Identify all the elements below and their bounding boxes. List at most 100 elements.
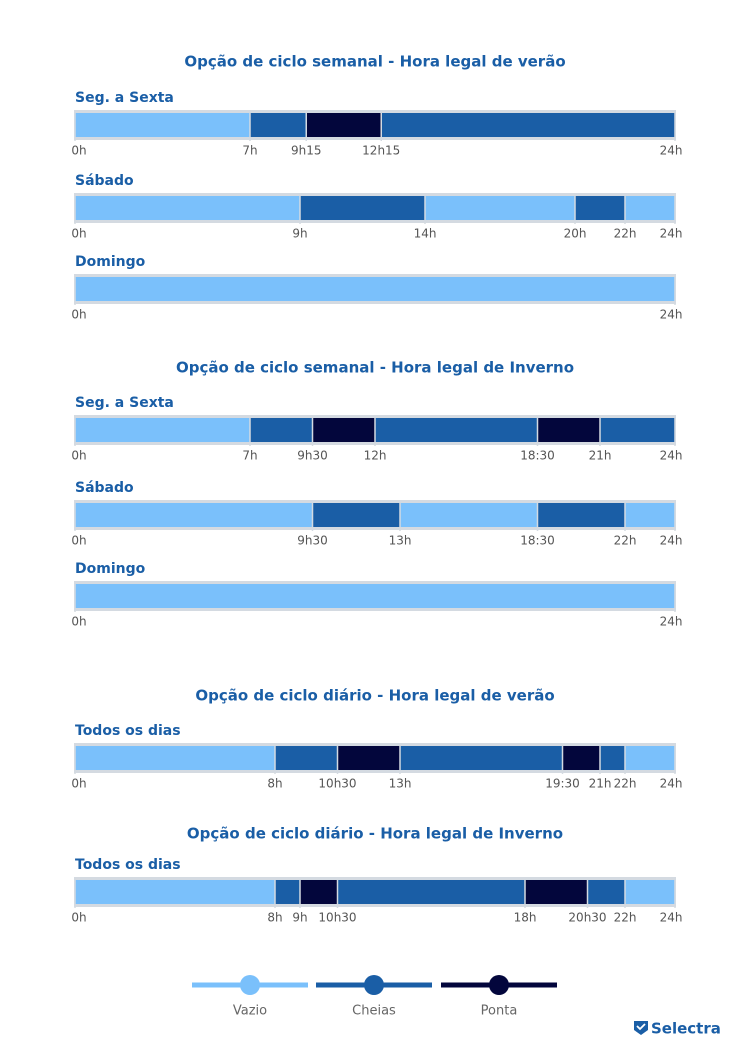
tick-label: 9h30: [297, 449, 328, 463]
segment-vazio: [75, 880, 275, 904]
tick-label: 20h30: [568, 911, 606, 925]
legend: Vazio Cheias Ponta: [192, 975, 557, 1019]
segment-ponta: [525, 880, 588, 904]
timeline-section: Opção de ciclo diário - Hora legal de ve…: [71, 687, 682, 791]
timeline-row: Seg. a Sexta 0h 7h 9h30 12h 18:30 21h 24h: [71, 395, 682, 463]
segment-ponta: [312, 418, 375, 442]
segment-ponta: [337, 746, 400, 770]
tick-label: 24h: [660, 227, 683, 241]
timeline-row: Domingo 0h 24h: [71, 561, 682, 629]
segment-vazio: [75, 503, 313, 527]
timeline-section: Opção de ciclo semanal - Hora legal de I…: [71, 359, 682, 629]
tick-label: 9h30: [297, 534, 328, 548]
check-mark: [636, 1023, 646, 1031]
section-title: Opção de ciclo diário - Hora legal de ve…: [195, 687, 554, 705]
segment-cheias: [275, 880, 300, 904]
segment-cheias: [250, 418, 313, 442]
tick-label: 13h: [389, 777, 412, 791]
tick-label: 12h15: [362, 144, 400, 158]
tick-label: 0h: [71, 777, 86, 791]
tick-label: 0h: [71, 615, 86, 629]
timeline-section: Opção de ciclo semanal - Hora legal de v…: [71, 53, 682, 322]
segment-cheias: [400, 746, 563, 770]
legend-marker: [364, 975, 384, 995]
segment-cheias: [375, 418, 538, 442]
legend-item-ponta: Ponta: [441, 975, 557, 1019]
row-label: Seg. a Sexta: [75, 395, 174, 411]
segment-vazio: [75, 584, 675, 608]
legend-marker: [240, 975, 260, 995]
segment-vazio: [75, 196, 300, 220]
segment-ponta: [306, 113, 382, 137]
segment-vazio: [625, 503, 675, 527]
segment-vazio: [75, 277, 675, 301]
timeline-row: Sábado 0h 9h30 13h 18:30 22h 24h: [71, 480, 682, 548]
tick-label: 24h: [660, 911, 683, 925]
tick-label: 24h: [660, 449, 683, 463]
segment-cheias: [381, 113, 675, 137]
tick-label: 14h: [414, 227, 437, 241]
segment-vazio: [75, 418, 250, 442]
tick-label: 10h30: [318, 911, 356, 925]
segment-vazio: [625, 746, 675, 770]
row-label: Domingo: [75, 561, 146, 577]
tick-label: 24h: [660, 615, 683, 629]
tick-label: 24h: [660, 144, 683, 158]
row-label: Seg. a Sexta: [75, 90, 174, 106]
tick-label: 20h: [564, 227, 587, 241]
tick-label: 0h: [71, 911, 86, 925]
tick-label: 10h30: [318, 777, 356, 791]
legend-label: Cheias: [352, 1004, 396, 1019]
segment-ponta: [537, 418, 600, 442]
tick-label: 24h: [660, 534, 683, 548]
timeline-row: Todos os dias 0h 8h 10h30 13h 19:30 21h 22h 24h: [71, 723, 682, 791]
legend-label: Ponta: [481, 1004, 518, 1019]
segment-cheias: [275, 746, 338, 770]
row-label: Domingo: [75, 254, 146, 270]
tick-label: 18:30: [520, 534, 555, 548]
tick-label: 9h: [292, 911, 307, 925]
tick-label: 8h: [267, 777, 282, 791]
tick-label: 18:30: [520, 449, 555, 463]
tick-label: 22h: [614, 534, 637, 548]
row-label: Todos os dias: [75, 857, 181, 873]
tick-label: 0h: [71, 449, 86, 463]
logo-text: Selectra: [651, 1020, 721, 1038]
tick-label: 0h: [71, 308, 86, 322]
tick-label: 22h: [614, 227, 637, 241]
segment-cheias: [312, 503, 400, 527]
segment-vazio: [400, 503, 538, 527]
segment-vazio: [75, 746, 275, 770]
tick-label: 22h: [614, 911, 637, 925]
timeline-row: Seg. a Sexta 0h 7h 9h15 12h15 24h: [71, 90, 682, 158]
tick-label: 21h: [589, 777, 612, 791]
segment-cheias: [300, 196, 425, 220]
tick-label: 21h: [589, 449, 612, 463]
timeline-row: Domingo 0h 24h: [71, 254, 682, 322]
tick-label: 0h: [71, 534, 86, 548]
tick-label: 19:30: [545, 777, 580, 791]
tick-label: 22h: [614, 777, 637, 791]
legend-marker: [489, 975, 509, 995]
segment-cheias: [600, 418, 675, 442]
selectra-logo: Selectra: [634, 1020, 721, 1038]
tick-label: 9h15: [291, 144, 322, 158]
tick-label: 18h: [514, 911, 537, 925]
legend-label: Vazio: [233, 1004, 267, 1019]
tick-label: 24h: [660, 777, 683, 791]
segment-ponta: [300, 880, 338, 904]
tick-label: 9h: [292, 227, 307, 241]
tick-label: 0h: [71, 227, 86, 241]
tick-label: 13h: [389, 534, 412, 548]
section-title: Opção de ciclo semanal - Hora legal de I…: [176, 359, 574, 377]
segment-cheias: [337, 880, 525, 904]
segment-vazio: [625, 196, 675, 220]
timeline-row: Todos os dias 0h 8h 9h 10h30 18h 20h30 22h 24h: [71, 857, 682, 925]
row-label: Sábado: [75, 480, 134, 496]
tick-label: 24h: [660, 308, 683, 322]
legend-item-vazio: Vazio: [192, 975, 308, 1019]
segment-vazio: [625, 880, 675, 904]
segment-ponta: [562, 746, 600, 770]
segment-cheias: [600, 746, 625, 770]
